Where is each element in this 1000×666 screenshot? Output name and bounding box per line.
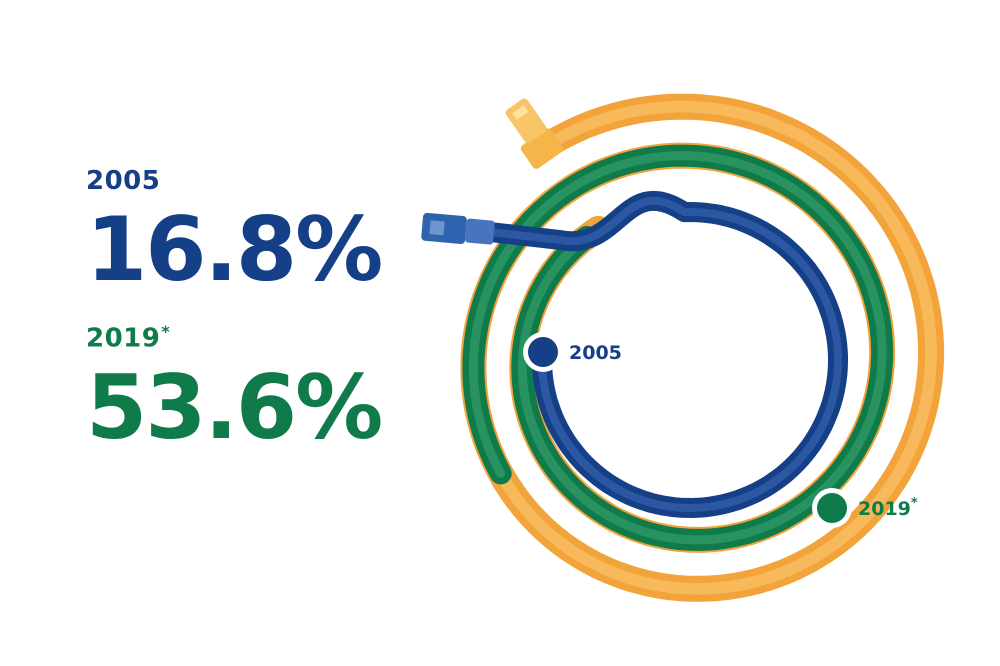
connector-layer [421,98,564,245]
blue-cable-highlight [486,196,842,513]
stat-block-2005: 2005 16.8% [86,168,406,294]
stat-block-2019: 2019* 53.6% [86,324,406,452]
value-2005: 16.8% [86,198,383,301]
label-layer: 2005 2019* [523,332,918,528]
year-label-2019: 2019 [86,323,161,354]
orange-connector-contacts [512,105,529,120]
orange-connector-plug [505,98,547,143]
orange-connector [505,98,564,169]
value-2019: 53.6% [86,355,383,459]
cable-layer [460,93,945,602]
stats-panel: 2005 16.8% 2019* 53.6% [86,168,406,452]
series-2019-marker-footnote: * [911,496,918,511]
year-label-2005: 2005 [86,166,161,196]
series-2019-marker [817,493,847,523]
series-2005-marker-label: 2005 [569,342,622,364]
green-cable-highlight [468,151,887,545]
blue-connector-contacts [429,220,445,236]
blue-connector [421,212,495,245]
series-2019-marker-label: 2019* [858,496,918,520]
series-2005-marker [528,337,558,367]
footnote-mark-2019: * [161,322,171,341]
year-label-2019-wrapper: 2019* [86,324,406,352]
orange-connector-body [520,128,564,169]
blue-connector-body [465,218,495,245]
